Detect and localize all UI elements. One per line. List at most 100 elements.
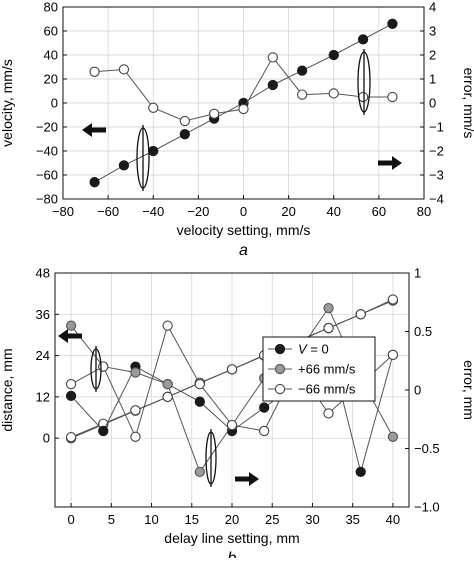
panel-a-left-axis-arrow — [82, 123, 106, 137]
legend-marker — [274, 343, 286, 355]
legend: V = 0 +66 mm/s −66 mm/s — [262, 336, 376, 402]
panel-b-data-point — [355, 466, 366, 478]
panel-b-ytick-right-label: 0.5 — [414, 324, 432, 339]
panel-b-data-point — [98, 361, 109, 372]
panel-a-group: −80 −60 −40 −20 0 20 40 60 80−80−60−40−200204060… — [0, 0, 474, 259]
panel-a-xtick-label: −80 — [52, 204, 74, 219]
panel-b-data-point — [387, 431, 399, 442]
panel-b-xtick-label: 35 — [345, 512, 359, 527]
panel-b-xtick-label: 5 — [108, 512, 115, 527]
panel-a-data-point — [118, 160, 130, 171]
panel-b-loop-right — [205, 429, 217, 487]
panel-a-ytick-left-label: 0 — [51, 96, 58, 111]
panel-a-right-axis-arrow — [378, 156, 402, 170]
legend-marker — [274, 383, 286, 395]
panel-b-ytick-right-label: 1 — [414, 266, 421, 281]
panel-a-data-point — [387, 91, 398, 103]
panel-b-data-point — [65, 390, 77, 401]
panel-a-loop-right — [357, 49, 371, 115]
panel-a-data-point — [387, 18, 398, 29]
panel-a-data-point — [267, 52, 278, 63]
panel-a-data-point — [297, 65, 308, 76]
panel-a-ytick-left-label: −40 — [36, 144, 58, 159]
panel-b-xtick-label: 25 — [265, 512, 279, 527]
panel-b-label: b — [228, 550, 237, 558]
panel-b-ytick-left-label: 24 — [36, 348, 50, 363]
panel-b-data-point — [323, 408, 334, 419]
panel-b-data-point — [162, 378, 173, 390]
panel-b-data-point — [259, 402, 270, 413]
panel-a-ylabel-right: error, mm/s — [461, 68, 474, 139]
panel-b-xtick-label: 30 — [305, 512, 319, 527]
panel-a-xtick-label: −60 — [97, 204, 119, 219]
panel-a-ytick-right-label: −4 — [429, 192, 444, 207]
panel-a-data-point — [89, 66, 100, 77]
panel-a-data-point — [148, 145, 159, 157]
panel-a-data-point — [238, 103, 249, 115]
panel-a-ytick-left-label: −20 — [36, 120, 58, 135]
panel-a-ytick-right-label: −1 — [429, 120, 444, 135]
legend-entry-var: V — [298, 342, 308, 357]
panel-b-loop-left — [90, 346, 102, 392]
panel-a-xlabel: velocity setting, mm/s — [177, 222, 311, 238]
panel-b-data-point — [226, 419, 238, 431]
panel-b-data-point — [194, 466, 205, 478]
panel-b-data-point — [65, 431, 77, 443]
panel-b-data-point — [387, 349, 399, 361]
panel-a-xtick-label: 60 — [372, 204, 386, 219]
panel-a-ylabel-left: velocity, mm/s — [0, 59, 15, 147]
panel-a-data-point — [209, 108, 220, 119]
panel-a-ytick-right-label: −3 — [429, 168, 444, 183]
panel-a-data-point — [118, 64, 130, 75]
panel-b-xlabel: delay line setting, mm — [164, 530, 299, 546]
panel-a-loop-left — [136, 125, 150, 191]
panel-a-data-point — [328, 88, 339, 99]
panel-a-data-point — [328, 49, 339, 61]
panel-b-data-point — [323, 322, 334, 334]
panel-a-xtick-label: 20 — [281, 204, 295, 219]
panel-a-xtick-label: 40 — [327, 204, 341, 219]
panel-b-xtick-label: 10 — [144, 512, 158, 527]
panel-b-xtick-label: 20 — [225, 512, 239, 527]
panel-a-ytick-right-label: 0 — [429, 96, 436, 111]
panel-a-ytick-left-label: 40 — [44, 48, 58, 63]
panel-a-ytick-left-label: 80 — [44, 0, 58, 15]
panel-b-ytick-left-label: 0 — [43, 431, 50, 446]
panel-a-ytick-right-label: 1 — [429, 72, 436, 87]
panel-a-data-point — [267, 79, 278, 91]
panel-b-group: 0 5 10 15 20 25 30 35 40 0 12 24 36 48 −1.0 −0.5 0 0.5 1 de… — [0, 266, 474, 563]
panel-a-ytick-left-label: 60 — [44, 24, 58, 39]
panel-b-data-point — [130, 367, 141, 378]
panel-a-ytick-right-label: −2 — [429, 144, 444, 159]
legend-entry-rest: = 0 — [307, 342, 329, 357]
panel-a-ytick-left-label: −80 — [36, 192, 58, 207]
panel-a-data-point — [297, 89, 308, 100]
panel-a-xtick-label: 0 — [240, 204, 247, 219]
panel-b-xtick-label: 0 — [67, 512, 74, 527]
panel-a-data-point — [179, 129, 190, 140]
panel-b-right-axis-arrow — [235, 472, 259, 486]
panel-b-ytick-right-label: −0.5 — [414, 441, 440, 456]
panel-a-xtick-label: −40 — [142, 204, 164, 219]
panel-b-data-point — [98, 425, 109, 437]
panel-a-xtick-label: −20 — [187, 204, 209, 219]
panel-b-data-point — [130, 405, 141, 416]
panel-b-data-point — [226, 364, 238, 375]
legend-entry-label: +66 mm/s — [298, 362, 356, 377]
panel-a-xtick-label: 80 — [417, 204, 431, 219]
panel-a-ytick-left-label: 20 — [44, 72, 58, 87]
panel-a-ytick-left-label: −60 — [36, 168, 58, 183]
panel-a-data-point — [357, 34, 369, 45]
panel-b-xtick-label: 40 — [386, 512, 400, 527]
panel-b-ytick-left-label: 48 — [36, 266, 50, 281]
panel-a-label: a — [239, 242, 248, 259]
panel-a-ytick-right-label: 3 — [429, 24, 436, 39]
panel-b-data-point — [323, 302, 334, 314]
panel-b-data-point — [130, 431, 141, 442]
panel-b-ytick-left-label: 12 — [36, 389, 50, 404]
panel-b-data-point — [194, 378, 205, 390]
panel-b-data-point — [387, 294, 399, 305]
panel-b-data-point — [355, 309, 366, 320]
panel-b-data-point — [259, 425, 270, 437]
